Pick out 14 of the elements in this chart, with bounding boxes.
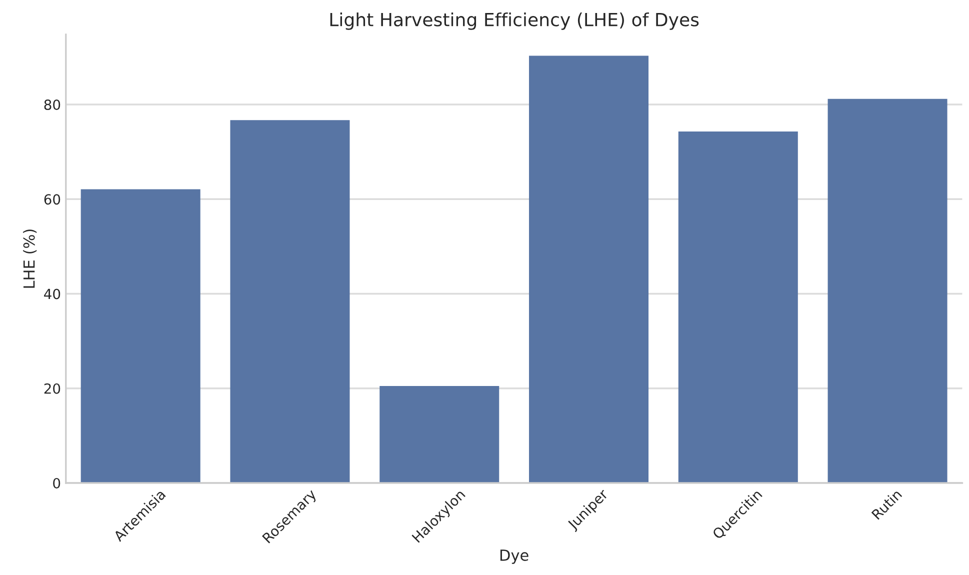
bar	[230, 120, 350, 483]
y-tick-label: 20	[44, 383, 60, 394]
y-tick-label: 40	[44, 288, 60, 300]
bar	[678, 131, 798, 483]
bar	[80, 189, 200, 483]
y-tick-label: 80	[44, 99, 60, 110]
y-tick-label: 60	[44, 194, 60, 205]
bar	[828, 98, 948, 483]
bar	[380, 386, 500, 483]
x-axis-title: Dye	[500, 550, 528, 564]
chart-title: Light Harvesting Efficiency (LHE) of Dyes	[330, 12, 699, 30]
y-tick-label: 0	[53, 478, 60, 488]
y-axis-title: LHE (%)	[23, 230, 37, 288]
bar	[528, 56, 649, 483]
